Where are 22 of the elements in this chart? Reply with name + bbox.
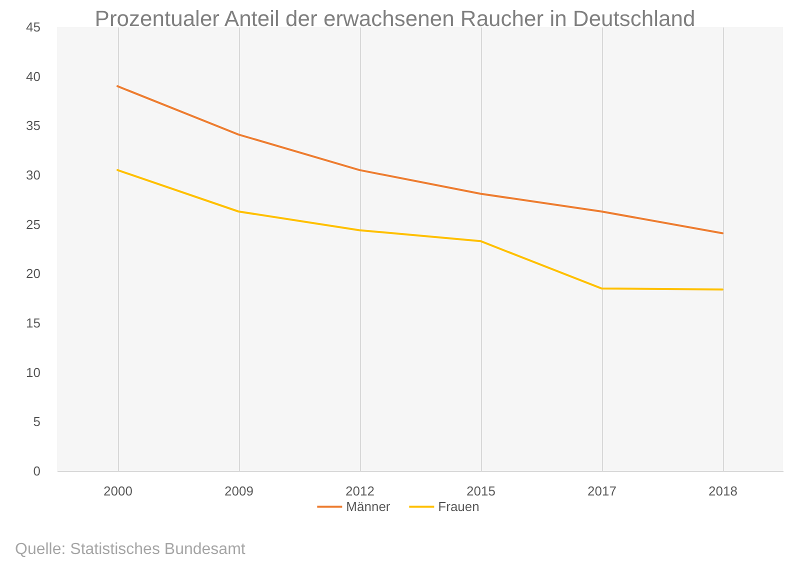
y-tick-label: 15 — [26, 316, 40, 330]
x-tick-label: 2017 — [588, 484, 616, 498]
chart-title: Prozentualer Anteil der erwachsenen Raucher in Deutschland — [94, 6, 696, 31]
y-tick-label: 10 — [26, 364, 40, 380]
y-tick-label: 30 — [26, 168, 40, 182]
y-tick-label: 0 — [33, 464, 40, 478]
x-tick-label: 2009 — [224, 484, 254, 498]
source-note: Quelle: Statistisches Bundesamt — [15, 541, 246, 558]
y-tick-label: 35 — [26, 118, 40, 134]
x-tick-label: 2000 — [104, 484, 132, 498]
line-series — [116, 169, 724, 290]
y-tick-label: 45 — [26, 20, 40, 34]
line-series — [116, 85, 724, 234]
x-tick-label: 2012 — [346, 484, 374, 498]
legend-label: Männer — [346, 498, 391, 514]
x-tick-label: 2015 — [466, 484, 496, 498]
y-tick-label: 40 — [26, 68, 40, 84]
x-tick-label: 2018 — [708, 484, 738, 498]
y-tick-label: 20 — [26, 266, 40, 282]
y-tick-label: 5 — [33, 414, 40, 430]
y-tick-label: 25 — [26, 216, 40, 232]
legend-label: Frauen — [438, 498, 480, 514]
